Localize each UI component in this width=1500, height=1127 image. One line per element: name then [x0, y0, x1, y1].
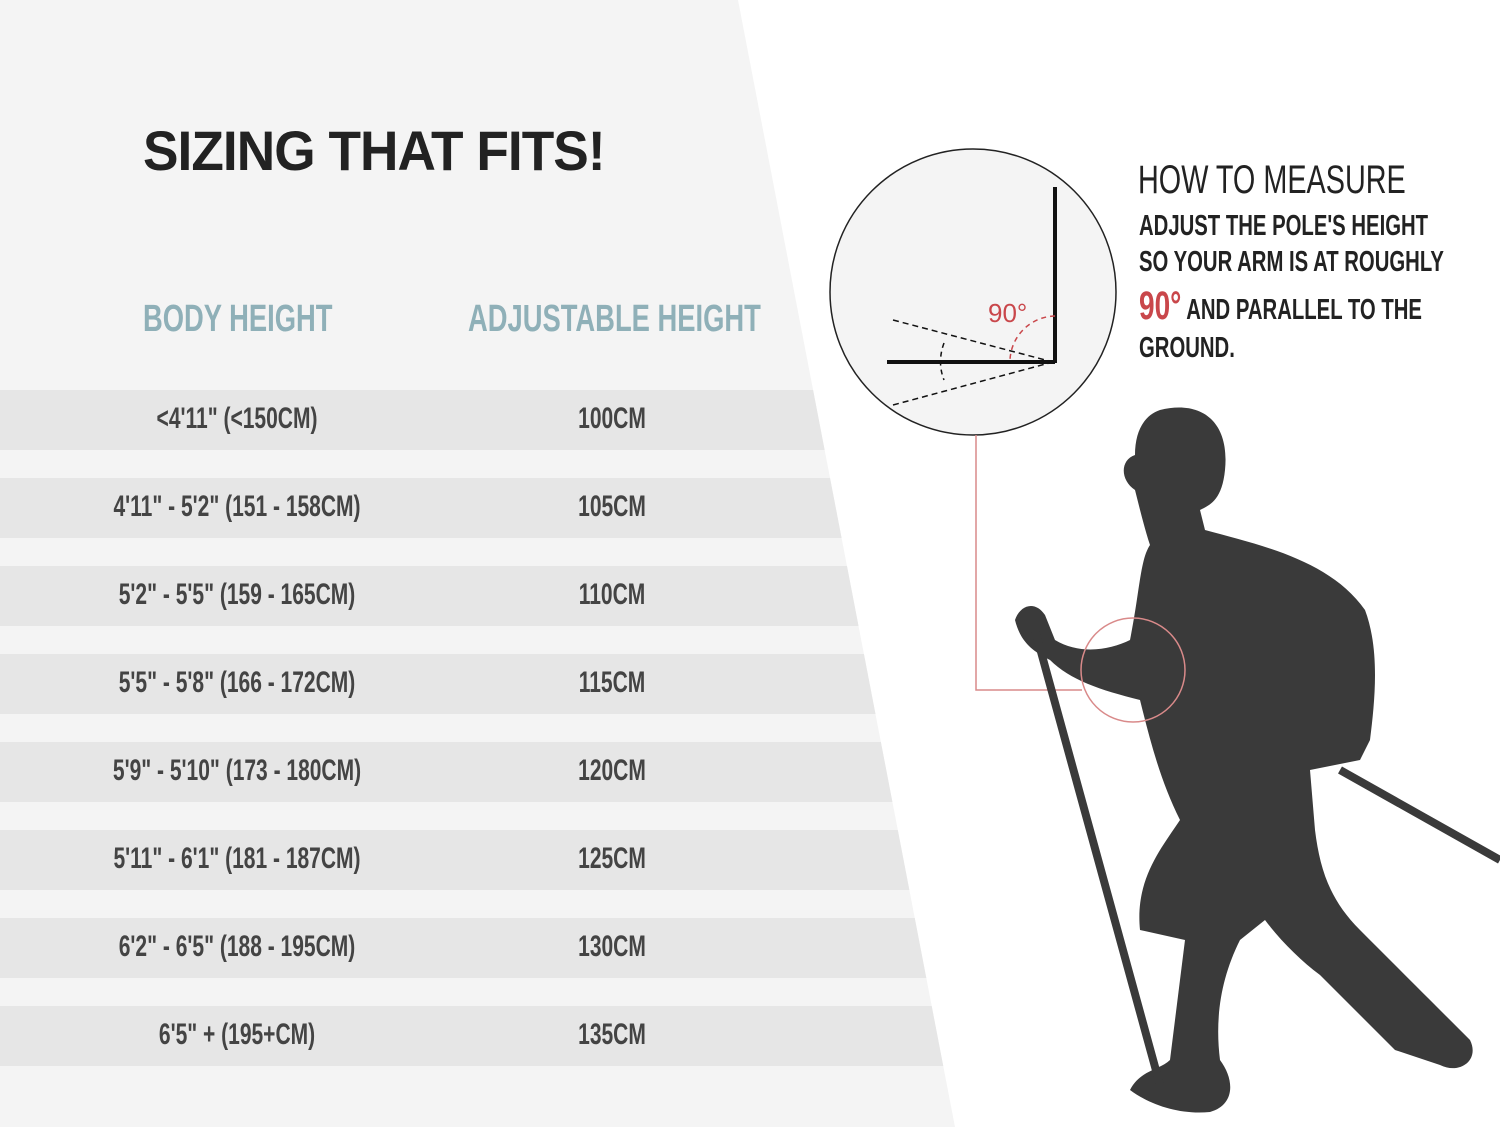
table-row-band [0, 654, 955, 714]
elbow-highlight [1080, 617, 1186, 723]
measure-heading: HOW TO MEASURE [1138, 158, 1406, 202]
diagram-angle-label: 90° [988, 298, 1027, 328]
adjustable-height-cell: 135CM [578, 1018, 646, 1051]
measure-line-2: SO YOUR ARM IS AT ROUGHLY [1139, 246, 1444, 278]
callout-line [975, 435, 1082, 691]
body-height-cell: 5'5" - 5'8" (166 - 172CM) [118, 666, 356, 699]
body-height-cell: 5'2" - 5'5" (159 - 165CM) [118, 578, 356, 611]
column-header-body-height: BODY HEIGHT [143, 298, 333, 340]
table-row-band [0, 478, 955, 538]
measure-line-4: GROUND. [1139, 332, 1235, 364]
body-height-cell: 6'2" - 6'5" (188 - 195CM) [118, 930, 356, 963]
measure-line-3-text: AND PARALLEL TO THE [1186, 294, 1422, 326]
table-row-band [0, 918, 955, 978]
adjustable-height-cell: 115CM [578, 666, 646, 699]
adjustable-height-cell: 100CM [578, 402, 646, 435]
adjustable-height-cell: 130CM [578, 930, 646, 963]
table-row-band [0, 830, 955, 890]
adjustable-height-cell: 125CM [578, 842, 646, 875]
table-row-band [0, 390, 955, 450]
adjustable-height-cell: 120CM [578, 754, 646, 787]
table-row-band [0, 742, 955, 802]
table-row-band [0, 1006, 955, 1066]
angle-diagram: 90° [829, 148, 1117, 436]
column-header-adjustable-height: ADJUSTABLE HEIGHT [468, 298, 761, 340]
body-height-cell: 6'5" + (195+CM) [158, 1018, 316, 1051]
hiker-silhouette [1015, 407, 1500, 1113]
adjustable-height-cell: 110CM [578, 578, 646, 611]
page-title: SIZING THAT FITS! [143, 119, 606, 182]
body-height-cell: 4'11" - 5'2" (151 - 158CM) [113, 490, 361, 523]
body-height-cell: 5'9" - 5'10" (173 - 180CM) [112, 754, 362, 787]
measure-line-1: ADJUST THE POLE'S HEIGHT [1139, 210, 1429, 242]
table-row-band [0, 566, 955, 626]
body-height-cell: <4'11" (<150CM) [156, 402, 318, 435]
measure-line-3: 90° AND PARALLEL TO THE [1139, 284, 1422, 329]
adjustable-height-cell: 105CM [578, 490, 646, 523]
body-height-cell: 5'11" - 6'1" (181 - 187CM) [113, 842, 361, 875]
angle-highlight: 90° [1139, 284, 1182, 328]
